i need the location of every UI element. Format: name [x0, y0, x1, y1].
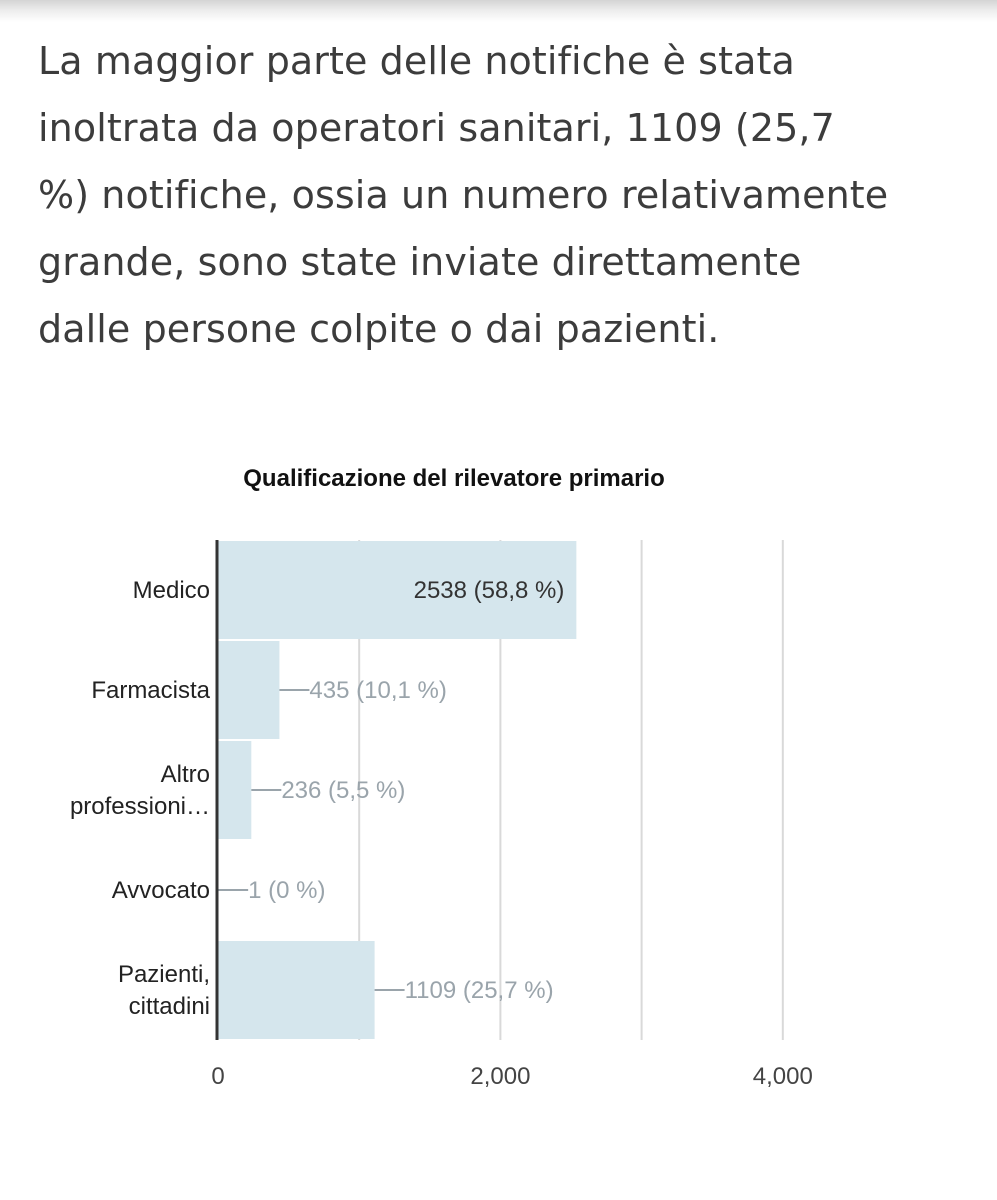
intro-line: dalle persone colpite o dai pazienti.: [38, 307, 720, 351]
bar: [218, 541, 577, 639]
intro-line: grande, sono state inviate direttamente: [38, 240, 802, 284]
data-label: 236 (5,5 %): [281, 777, 405, 804]
chart-plot: 2538 (58,8 %) Medico 435 (10,1 %) Farmacist…: [70, 540, 813, 1090]
x-tick-label: 0: [211, 1063, 224, 1090]
data-label: 1 (0 %): [248, 877, 325, 904]
chart-title: Qualificazione del rilevatore primario: [243, 465, 665, 492]
category-label: Altro: [161, 761, 210, 788]
bar: [218, 641, 280, 739]
category-label: Avvocato: [112, 877, 210, 904]
x-tick-label: 4,000: [753, 1063, 813, 1090]
bar: [218, 941, 375, 1039]
category-label: cittadini: [129, 993, 210, 1020]
category-label: Farmacista: [91, 677, 210, 704]
category-label: Medico: [133, 577, 210, 604]
category-label: Pazienti,: [118, 961, 210, 988]
top-shadow: [0, 0, 997, 22]
intro-line: %) notifiche, ossia un numero relativame…: [38, 173, 889, 217]
x-tick-label: 2,000: [470, 1063, 530, 1090]
bar-chart: Qualificazione del rilevatore primario 2…: [0, 440, 997, 1120]
data-label: 2538 (58,8 %): [414, 577, 565, 604]
intro-paragraph: La maggior parte delle notifiche è stata…: [38, 28, 968, 363]
data-label: 1109 (25,7 %): [405, 977, 554, 1004]
intro-line: inoltrata da operatori sanitari, 1109 (2…: [38, 106, 835, 150]
bar: [218, 741, 252, 839]
intro-line: La maggior parte delle notifiche è stata: [38, 39, 795, 83]
category-label: professioni…: [70, 793, 210, 820]
data-label: 435 (10,1 %): [309, 677, 446, 704]
